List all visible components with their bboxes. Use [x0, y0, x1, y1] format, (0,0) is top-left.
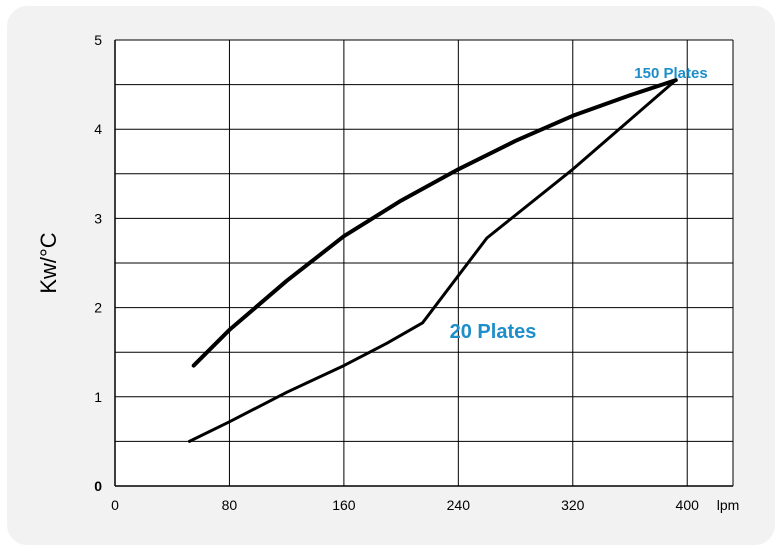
y-tick-label: 4 — [94, 121, 102, 137]
x-tick-label: 400 — [676, 497, 700, 513]
y-axis-label: Kw/°C — [36, 232, 61, 293]
label-20-plates: 20 Plates — [450, 321, 537, 343]
series-line-2 — [187, 78, 678, 443]
x-tick-label: 240 — [447, 497, 471, 513]
y-tick-label: 0 — [94, 478, 102, 494]
y-tick-label: 5 — [94, 32, 102, 48]
x-tick-label: 0 — [111, 497, 119, 513]
label-150-plates: 150 Plates — [634, 65, 707, 82]
y-tick-label: 2 — [94, 300, 102, 316]
x-tick-label: 320 — [561, 497, 585, 513]
series-line-1 — [191, 78, 678, 368]
tick-labels: 0 80 160 240 320 400 lpm 0 1 2 3 4 5 Kw/°C — [36, 32, 739, 513]
x-tick-label: 80 — [222, 497, 238, 513]
series-lines — [187, 78, 678, 443]
x-unit-label: lpm — [717, 497, 740, 513]
y-tick-label: 1 — [94, 389, 102, 405]
x-tick-label: 160 — [332, 497, 356, 513]
y-tick-label: 3 — [94, 210, 102, 226]
annotations: 150 Plates 20 Plates — [450, 65, 708, 343]
grid — [114, 39, 734, 487]
